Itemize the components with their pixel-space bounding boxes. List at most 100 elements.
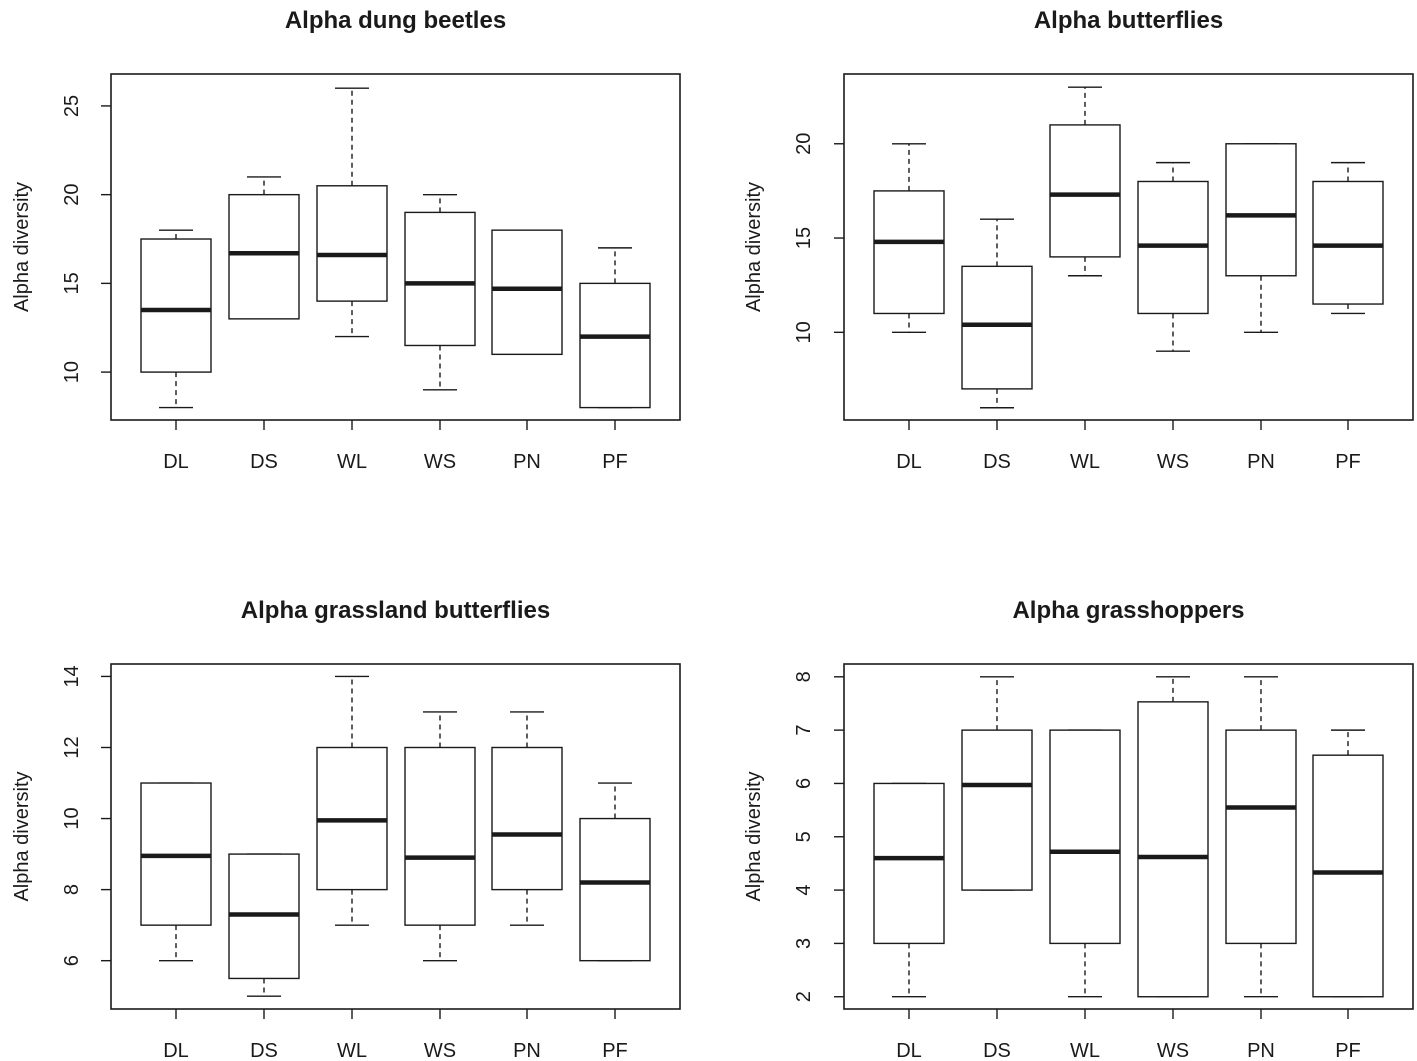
chart-title: Alpha grassland butterflies <box>241 597 550 624</box>
chart-panel-1: Alpha dung beetles Alpha diversity 10 15 20 2… <box>11 7 681 473</box>
x-tick-label: WS <box>424 451 456 473</box>
iqr-box <box>1225 729 1297 945</box>
y-tick-label: 20 <box>793 133 815 155</box>
y-tick-label: 7 <box>793 725 815 736</box>
iqr-box <box>873 190 945 315</box>
plot-frame <box>110 73 681 421</box>
box-PF: PF <box>579 247 651 473</box>
iqr-box <box>961 729 1033 891</box>
box-PF: PF <box>1312 161 1384 473</box>
y-tick-label: 25 <box>61 95 83 117</box>
x-tick-label: WL <box>337 1040 367 1061</box>
y-tick-label: 15 <box>61 272 83 294</box>
iqr-box <box>491 229 563 356</box>
x-tick-label: WS <box>1157 451 1189 473</box>
y-axis-label: Alpha diversity <box>743 771 765 901</box>
x-tick-label: PN <box>1247 1040 1275 1061</box>
y-axis-label: Alpha diversity <box>11 771 33 901</box>
x-tick-label: WS <box>1157 1040 1189 1061</box>
box-WS: WS <box>1137 676 1209 1061</box>
x-tick-label: PN <box>513 451 541 473</box>
x-tick-label: PF <box>602 1040 628 1061</box>
iqr-box <box>873 782 945 945</box>
box-DS: DS <box>961 676 1033 1061</box>
y-tick-label: 20 <box>61 184 83 206</box>
y-tick-label: 10 <box>61 361 83 383</box>
x-tick-label: DL <box>163 451 189 473</box>
iqr-box <box>579 282 651 409</box>
iqr-box <box>579 817 651 962</box>
x-tick-label: PN <box>1247 451 1275 473</box>
iqr-box <box>228 193 300 320</box>
chart-panel-4: Alpha grasshoppers Alpha diversity 2 3 4 5 6 7 8… <box>743 597 1414 1061</box>
x-tick-label: WL <box>1070 1040 1100 1061</box>
box-WL: WL <box>316 675 388 1061</box>
chart-panel-2: Alpha butterflies Alpha diversity 10 15 20 DL… <box>743 7 1414 473</box>
x-tick-label: WL <box>1070 451 1100 473</box>
y-axis-label: Alpha diversity <box>11 182 33 312</box>
box-PN: PN <box>1225 143 1297 473</box>
box-DS: DS <box>961 218 1033 473</box>
x-tick-label: PN <box>513 1040 541 1061</box>
y-tick-label: 8 <box>61 884 83 895</box>
y-tick-label: 10 <box>61 807 83 829</box>
x-tick-label: PF <box>1335 451 1361 473</box>
iqr-box <box>1312 180 1384 305</box>
iqr-box <box>961 265 1033 390</box>
box-DL: DL <box>140 782 212 1061</box>
iqr-box <box>316 185 388 302</box>
y-tick-label: 14 <box>61 665 83 687</box>
box-DS: DS <box>228 176 300 473</box>
iqr-box <box>1049 729 1121 945</box>
box-PN: PN <box>491 229 563 473</box>
x-tick-label: DS <box>983 1040 1011 1061</box>
plot-frame <box>110 663 681 1010</box>
y-tick-label: 12 <box>61 736 83 758</box>
box-WS: WS <box>404 193 476 473</box>
chart-title: Alpha butterflies <box>1034 7 1223 34</box>
plot-frame <box>843 73 1414 421</box>
box-WS: WS <box>1137 161 1209 473</box>
box-WS: WS <box>404 711 476 1061</box>
x-tick-label: WL <box>337 451 367 473</box>
box-PF: PF <box>579 782 651 1061</box>
iqr-box <box>1225 143 1297 277</box>
x-tick-label: DS <box>250 1040 278 1061</box>
iqr-box <box>1312 754 1384 998</box>
box-WL: WL <box>1049 86 1121 473</box>
chart-title: Alpha grasshoppers <box>1012 597 1244 624</box>
box-PF: PF <box>1312 729 1384 1061</box>
box-DL: DL <box>873 143 945 473</box>
y-tick-label: 6 <box>61 955 83 966</box>
box-DL: DL <box>140 229 212 473</box>
iqr-box <box>140 238 212 373</box>
y-axis-label: Alpha diversity <box>743 182 765 312</box>
iqr-box <box>404 211 476 347</box>
y-tick-label: 6 <box>793 778 815 789</box>
chart-panel-3: Alpha grassland butterflies Alpha diversi… <box>11 597 681 1061</box>
y-tick-label: 10 <box>793 321 815 343</box>
x-tick-label: WS <box>424 1040 456 1061</box>
x-tick-label: DL <box>896 451 922 473</box>
iqr-box <box>404 746 476 926</box>
y-tick-label: 5 <box>793 831 815 842</box>
y-tick-label: 15 <box>793 227 815 249</box>
box-WL: WL <box>1049 729 1121 1061</box>
x-tick-label: DL <box>163 1040 189 1061</box>
chart-title: Alpha dung beetles <box>285 7 506 34</box>
y-tick-label: 2 <box>793 991 815 1002</box>
y-tick-label: 8 <box>793 671 815 682</box>
box-DS: DS <box>228 853 300 1061</box>
box-PN: PN <box>491 711 563 1061</box>
x-tick-label: PF <box>1335 1040 1361 1061</box>
box-PN: PN <box>1225 676 1297 1061</box>
iqr-box <box>1049 124 1121 258</box>
x-tick-label: PF <box>602 451 628 473</box>
x-tick-label: DS <box>250 451 278 473</box>
box-DL: DL <box>873 782 945 1061</box>
box-WL: WL <box>316 87 388 473</box>
y-tick-label: 4 <box>793 885 815 896</box>
x-tick-label: DL <box>896 1040 922 1061</box>
x-tick-label: DS <box>983 451 1011 473</box>
